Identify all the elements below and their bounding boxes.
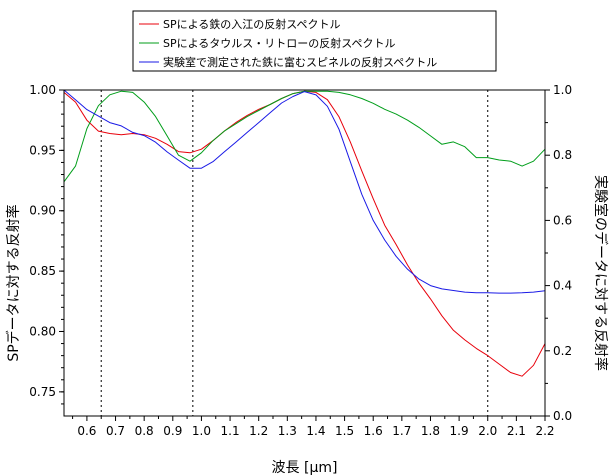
- legend-label: SPによる鉄の入江の反射スペクトル: [163, 17, 341, 31]
- left-y-tick-label: 1.00: [29, 83, 56, 97]
- legend-label: SPによるタウルス・リトローの反射スペクトル: [163, 36, 396, 50]
- legend-label: 実験室で測定された鉄に富むスピネルの反射スペクトル: [163, 55, 437, 69]
- right-y-tick-label: 0.0: [553, 409, 572, 423]
- legend-box: [132, 10, 497, 72]
- x-tick-label: 1.4: [306, 424, 325, 438]
- series-lines: [63, 89, 546, 377]
- plot-frame: [63, 89, 546, 417]
- left-y-tick-label: 0.75: [29, 385, 56, 399]
- x-tick-label: 1.1: [221, 424, 240, 438]
- x-tick-label: 2.2: [535, 424, 554, 438]
- x-tick-label: 1.3: [278, 424, 297, 438]
- left-y-axis-ticks: 0.75 0.80 0.85 0.90 0.95 1.00: [29, 83, 64, 405]
- right-y-tick-label: 0.4: [553, 279, 572, 293]
- series-line: [63, 90, 546, 377]
- x-tick-label: 1.7: [392, 424, 411, 438]
- legend-entries: SPによる鉄の入江の反射スペクトル SPによるタウルス・リトローの反射スペクトル実…: [139, 17, 437, 69]
- series-line: [63, 90, 546, 183]
- x-tick-label: 0.9: [163, 424, 182, 438]
- x-tick-label: 1.8: [421, 424, 440, 438]
- right-y-tick-label: 0.6: [553, 213, 572, 227]
- right-y-axis-ticks: 0.0 0.2 0.4 0.6 0.8 1.0: [545, 83, 572, 423]
- x-axis-title: 波長 [μm]: [272, 460, 338, 476]
- x-tick-label: 0.8: [135, 424, 154, 438]
- right-y-tick-label: 0.8: [553, 148, 572, 162]
- left-y-axis-title: SPデータに対する反射率: [5, 204, 22, 361]
- x-tick-label: 1.0: [192, 424, 211, 438]
- x-tick-label: 1.2: [249, 424, 268, 438]
- x-tick-label: 1.9: [450, 424, 469, 438]
- x-tick-label: 0.6: [77, 424, 96, 438]
- reference-lines: [100, 90, 489, 416]
- right-y-axis-title: 実験室のデータに対する反射率: [592, 175, 609, 371]
- left-y-tick-label: 0.85: [29, 264, 56, 278]
- left-y-tick-label: 0.90: [29, 204, 56, 218]
- legend: SPによる鉄の入江の反射スペクトル SPによるタウルス・リトローの反射スペクトル実…: [132, 10, 497, 72]
- x-tick-label: 1.6: [364, 424, 383, 438]
- series-line: [63, 89, 546, 294]
- left-y-tick-label: 0.95: [29, 143, 56, 157]
- x-tick-label: 1.5: [335, 424, 354, 438]
- x-axis-ticks: 0.6 0.7 0.8 0.9 1.0 1.1 1.2 1.3 1.4 1.5 1.6 1.7 1.8 1…: [72, 416, 555, 438]
- right-y-tick-label: 0.2: [553, 344, 572, 358]
- left-y-tick-label: 0.80: [29, 324, 56, 338]
- right-y-tick-label: 1.0: [553, 83, 572, 97]
- x-tick-label: 2.1: [507, 424, 526, 438]
- x-tick-label: 0.7: [106, 424, 125, 438]
- x-tick-label: 2.0: [478, 424, 497, 438]
